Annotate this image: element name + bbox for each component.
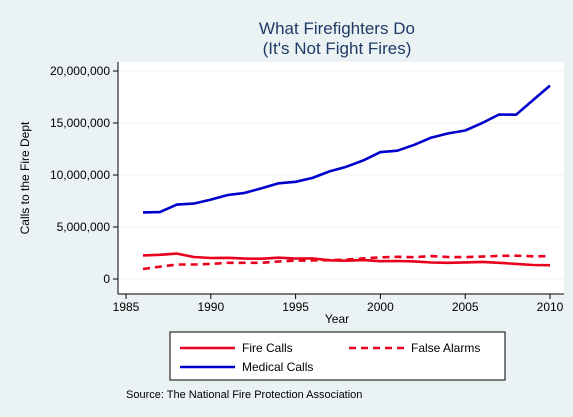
y-axis-title: Calls to the Fire Dept (18, 121, 32, 234)
x-tick-label: 1995 (282, 300, 309, 314)
y-axis-ticks: 0 5,000,000 10,000,000 15,000,000 20,000,000 (50, 64, 118, 286)
x-tick-label: 2000 (367, 300, 394, 314)
chart-title-line-2: (It's Not Fight Fires) (263, 39, 412, 58)
x-tick-label: 2010 (537, 300, 564, 314)
legend-box (169, 331, 506, 381)
grid-lines (118, 70, 564, 280)
y-tick-label: 0 (103, 272, 110, 286)
plot-area (118, 62, 564, 294)
y-tick-label: 10,000,000 (50, 168, 110, 182)
x-tick-label: 2005 (452, 300, 479, 314)
y-tick-label: 20,000,000 (50, 64, 110, 78)
series-line-fire-calls (142, 252, 551, 267)
series-line-false-alarms (142, 254, 551, 271)
chart-title-line-1: What Firefighters Do (259, 19, 415, 38)
x-axis-ticks: 1985 1990 1995 2000 2005 2010 (113, 294, 564, 314)
series-lines (142, 84, 551, 271)
x-tick-label: 1985 (113, 300, 140, 314)
legend: Fire Calls False Alarms Medical Calls (169, 331, 506, 381)
x-axis-title: Year (325, 312, 349, 326)
series-line-medical-calls (142, 84, 551, 214)
legend-label-false-alarms: False Alarms (411, 341, 480, 355)
source-note: Source: The National Fire Protection Ass… (126, 389, 362, 401)
y-tick-label: 5,000,000 (57, 220, 111, 234)
x-tick-label: 1990 (197, 300, 224, 314)
legend-entries: Fire Calls False Alarms Medical Calls (180, 341, 480, 374)
legend-label-medical-calls: Medical Calls (242, 360, 313, 374)
legend-label-fire-calls: Fire Calls (242, 341, 293, 355)
y-tick-label: 15,000,000 (50, 116, 110, 130)
